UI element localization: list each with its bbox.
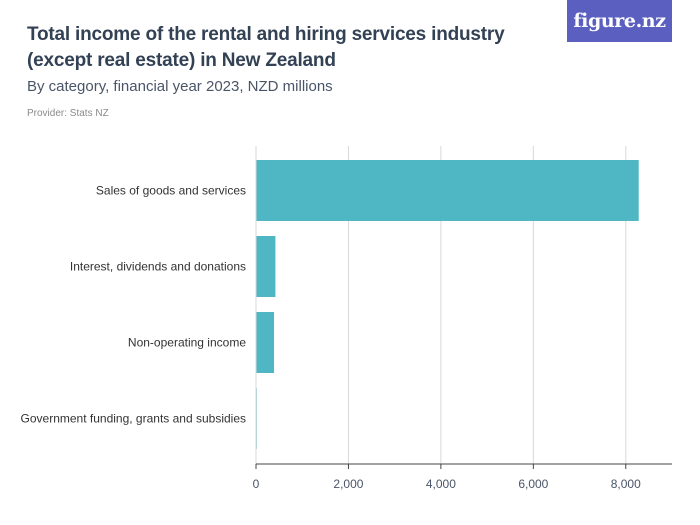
chart-title: Total income of the rental and hiring se… [27, 24, 505, 71]
category-label: Interest, dividends and donations [70, 260, 246, 274]
x-tick-label: 4,000 [426, 477, 456, 491]
bar [256, 312, 275, 373]
category-label: Non-operating income [128, 336, 246, 350]
figure-nz-logo[interactable]: figure.nz [567, 0, 672, 42]
x-tick-label: 6,000 [518, 477, 548, 491]
category-label: Sales of goods and services [96, 184, 246, 198]
x-tick-label: 8,000 [611, 477, 641, 491]
chart-subtitle: By category, financial year 2023, NZD mi… [27, 78, 333, 95]
provider-note: Provider: Stats NZ [27, 108, 109, 119]
bar [256, 236, 276, 297]
x-tick-label: 0 [253, 477, 260, 491]
x-tick-label: 2,000 [333, 477, 363, 491]
category-label: Government funding, grants and subsidies [21, 412, 246, 426]
bar [256, 160, 639, 221]
